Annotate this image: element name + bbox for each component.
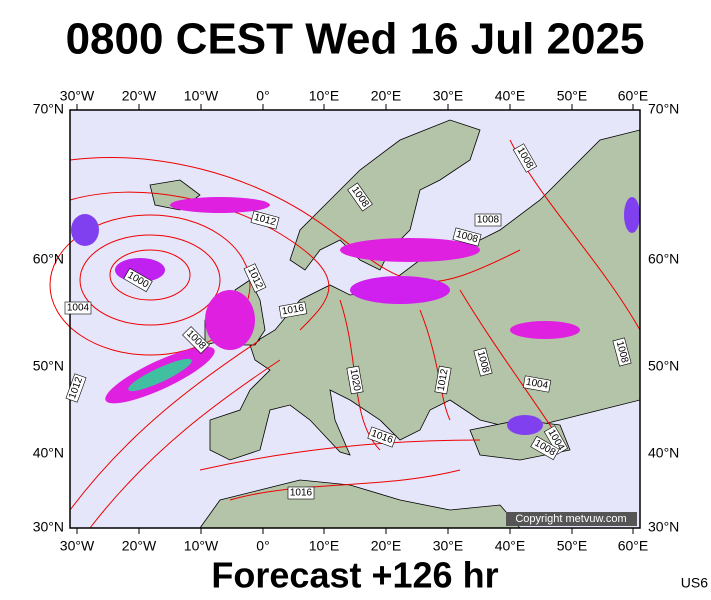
isobar-value: 1004: [525, 377, 549, 392]
isobar-value: 1012: [436, 368, 451, 392]
bottom-lon-label: 50°E: [557, 538, 588, 554]
copyright: Copyright metvuw.com: [515, 513, 626, 525]
isobar-label-box: [123, 267, 153, 293]
left-lat-label: 50°N: [33, 358, 64, 374]
left-lat-label: 40°N: [33, 445, 64, 461]
footer: Forecast +126 hr: [211, 555, 498, 596]
left-lat-label: 70°N: [33, 101, 64, 117]
isobar-label-box: [347, 182, 373, 212]
isobar: [199, 439, 481, 471]
isobar-value: 1016: [290, 488, 313, 499]
top-lon-label: 20°W: [122, 88, 157, 104]
isobar-label-box: [473, 347, 493, 377]
top-lon-label: 0°: [256, 88, 269, 104]
left-lat-label: 30°N: [33, 519, 64, 535]
top-lon-label: 50°E: [557, 88, 588, 104]
model-code: US6: [681, 575, 708, 591]
scandinavia: [289, 119, 481, 271]
isobar: [109, 249, 191, 301]
isobar-label-box: [250, 210, 280, 230]
isobar: [89, 359, 281, 529]
isobar-label-box: [346, 365, 364, 395]
isobar: [229, 469, 461, 501]
left-lat-label: 60°N: [33, 251, 64, 267]
isobar-label-box: [612, 337, 632, 367]
bottom-lon-label: 10°W: [184, 538, 219, 554]
rain: [128, 358, 192, 392]
isobar: [69, 339, 261, 511]
rain: [350, 276, 450, 304]
rain: [510, 321, 580, 339]
isobar-label-box: [452, 227, 482, 247]
isobar-label-box: [243, 263, 267, 293]
top-lon-label: 30°E: [433, 88, 464, 104]
right-lat-label: 60°N: [648, 251, 679, 267]
bottom-lon-label: 20°W: [122, 538, 157, 554]
bottom-lon-label: 30°W: [60, 538, 95, 554]
top-lon-label: 30°W: [60, 88, 95, 104]
copyright-box: [506, 512, 637, 526]
bottom-lon-label: 0°: [256, 538, 269, 554]
isobar-label-box: [512, 143, 538, 173]
rain: [624, 197, 640, 233]
isobar-label: 1008: [473, 347, 493, 377]
isobar: [459, 289, 561, 441]
isobar-label: 1004: [522, 375, 552, 393]
isobar-label: 1012: [250, 210, 280, 230]
right-lat-label: 30°N: [648, 519, 679, 535]
bottom-lon-label: 60°E: [618, 538, 649, 554]
isobar: [69, 191, 330, 331]
bottom-lon-label: 40°E: [495, 538, 526, 554]
isobar-value: 1004: [67, 303, 90, 314]
isobar-label-box: [530, 435, 560, 461]
top-lon-label: 10°E: [309, 88, 340, 104]
isobar-label: 1016: [278, 301, 308, 319]
frame: [69, 109, 641, 529]
rain: [71, 214, 99, 246]
isobar-label: 1012: [434, 365, 452, 395]
rain: [340, 238, 480, 262]
isobar-label-box: [434, 365, 452, 395]
top-lon-label: 40°E: [495, 88, 526, 104]
isobar-value: 1020: [348, 368, 363, 392]
isobar-label: 1008: [452, 227, 482, 247]
isobar-label-box: [367, 426, 397, 448]
isobar-label-box: [543, 425, 569, 455]
isobar-label: 1020: [346, 365, 364, 395]
precipitation: [71, 197, 640, 435]
isobar-label: 1008: [474, 213, 502, 227]
isobar-value: 1016: [281, 303, 305, 318]
right-lat-label: 50°N: [648, 358, 679, 374]
bottom-lon-label: 20°E: [371, 538, 402, 554]
isobar: [69, 157, 521, 283]
title: 0800 CEST Wed 16 Jul 2025: [66, 15, 645, 64]
top-lon-label: 10°W: [184, 88, 219, 104]
isobar: [49, 214, 251, 356]
isobar-label: 1004: [64, 301, 92, 315]
axis-labels: 30°W 20°W 10°W 0° 10°E 20°E 30°E 40°E 50°E 60°E 30…: [33, 88, 680, 554]
rain: [205, 290, 255, 350]
isobar-label-box: [182, 326, 210, 354]
isobar-label-box: [287, 486, 315, 500]
isobar-label-box: [64, 301, 92, 315]
right-lat-label: 70°N: [648, 101, 679, 117]
rain: [170, 197, 270, 213]
right-lat-label: 40°N: [648, 445, 679, 461]
bottom-lon-label: 10°E: [309, 538, 340, 554]
isobar-label-box: [278, 301, 308, 319]
isobar-label-box: [65, 373, 87, 403]
isobar-label: 1008: [612, 337, 632, 367]
isobar-label-box: [474, 213, 502, 227]
bottom-lon-label: 30°E: [433, 538, 464, 554]
isobar-value: 1008: [477, 215, 500, 226]
top-lon-label: 20°E: [371, 88, 402, 104]
isobar: [79, 234, 221, 326]
isobar-label: 1016: [287, 486, 315, 500]
rain: [507, 415, 543, 435]
isobar-label-box: [522, 375, 552, 393]
top-lon-label: 60°E: [618, 88, 649, 104]
